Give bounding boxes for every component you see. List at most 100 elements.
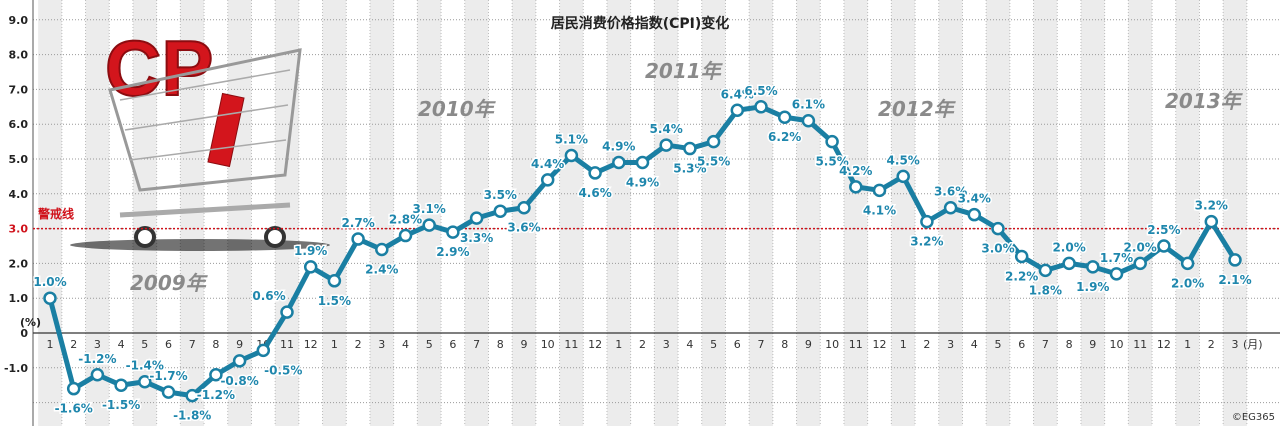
data-label: 3.5% xyxy=(484,188,517,202)
y-tick-label: 0 xyxy=(20,327,28,340)
y-tick-label: 7.0 xyxy=(9,83,29,96)
x-tick-label: 1 xyxy=(615,338,622,351)
data-point xyxy=(375,242,389,257)
data-point xyxy=(967,207,982,222)
data-label: 3.4% xyxy=(958,192,991,206)
data-point xyxy=(469,211,484,225)
x-tick-label: 3 xyxy=(94,338,101,351)
data-point xyxy=(43,291,57,305)
stripe xyxy=(1080,0,1105,426)
data-label: 1.9% xyxy=(1076,280,1109,294)
y-tick-label: 4.0 xyxy=(9,188,29,201)
data-label: 5.4% xyxy=(650,122,683,136)
stripe xyxy=(986,0,1010,426)
x-tick-label: 3 xyxy=(1232,338,1239,351)
x-tick-label: 7 xyxy=(473,338,480,351)
credit: ©EG365 xyxy=(1232,412,1275,423)
year-label: 2011年 xyxy=(645,59,724,83)
data-label: 4.4% xyxy=(531,157,564,171)
data-label: -1.2% xyxy=(197,388,235,402)
stripe xyxy=(843,0,868,426)
y-axis: 9.0 8.0 7.0 6.0 5.0 4.0 3.0 2.0 1.0 0 -1.0 xyxy=(4,14,28,375)
data-point xyxy=(114,378,128,392)
x-tick-label: 2 xyxy=(355,338,362,351)
stripe xyxy=(417,0,442,426)
data-label: 4.2% xyxy=(839,164,872,178)
data-label: 4.9% xyxy=(602,139,635,153)
x-tick-label: 4 xyxy=(118,338,125,351)
data-label: 1.0% xyxy=(33,275,66,289)
x-tick-label: 8 xyxy=(497,338,504,351)
data-point xyxy=(754,100,768,114)
data-point xyxy=(493,204,508,218)
x-tick-label: 2 xyxy=(923,338,930,351)
data-label: -0.8% xyxy=(220,374,258,388)
data-point xyxy=(446,225,460,239)
data-point xyxy=(422,218,436,232)
data-label: 4.6% xyxy=(578,186,611,200)
data-point xyxy=(872,183,887,198)
x-tick-label: 10 xyxy=(825,338,839,351)
x-tick-label: 1 xyxy=(331,338,338,351)
year-label: 2010年 xyxy=(418,97,497,121)
x-tick-label: 1 xyxy=(1184,338,1191,351)
data-label: 5.5% xyxy=(697,155,730,169)
data-label: 5.5% xyxy=(815,155,848,169)
stripe xyxy=(1128,0,1153,426)
x-tick-label: 11 xyxy=(1133,338,1147,351)
data-label: 3.0% xyxy=(981,242,1014,256)
x-tick-label: 2 xyxy=(70,338,77,351)
data-point xyxy=(232,354,247,368)
data-label: -1.2% xyxy=(78,352,116,366)
year-label: 2013年 xyxy=(1165,89,1244,113)
x-tick-label: 7 xyxy=(758,338,765,351)
stripe xyxy=(85,0,110,426)
data-label: 2.7% xyxy=(341,216,374,230)
data-point xyxy=(66,381,81,396)
data-point xyxy=(256,343,271,358)
stripe xyxy=(1175,0,1200,426)
data-label: 4.1% xyxy=(863,203,896,217)
data-point xyxy=(303,260,318,274)
data-label: 6.4% xyxy=(721,87,754,101)
data-label: -1.8% xyxy=(173,409,211,423)
x-tick-label: 10 xyxy=(541,338,555,351)
data-label: -1.4% xyxy=(126,359,164,373)
year-label: 2009年 xyxy=(130,271,209,295)
x-tick-label: 6 xyxy=(734,338,741,351)
data-label: -1.7% xyxy=(149,369,187,383)
data-label: 0.6% xyxy=(252,289,285,303)
stripe xyxy=(1033,0,1058,426)
data-point xyxy=(706,134,721,149)
x-tick-label: 3 xyxy=(947,338,954,351)
stripe xyxy=(1223,0,1247,426)
x-tick-label: 1 xyxy=(900,338,907,351)
y-tick-label: 1.0 xyxy=(9,292,29,305)
data-point xyxy=(801,113,816,128)
data-point xyxy=(825,134,839,149)
y-tick-label: 3.0 xyxy=(9,223,29,236)
chart-title: 居民消费价格指数(CPI)变化 xyxy=(551,15,730,32)
data-point xyxy=(1228,253,1242,267)
data-label: 1.9% xyxy=(294,244,327,258)
cpi-series: 1.0%-1.6%-1.2%-1.5%-1.4%-1.7%-1.8%-1.2%-… xyxy=(32,82,1253,424)
x-tick-label: 7 xyxy=(189,338,196,351)
x-tick-label: 9 xyxy=(1089,338,1096,351)
x-tick-label: 1 xyxy=(47,338,54,351)
data-point xyxy=(659,138,673,152)
x-tick-label: 11 xyxy=(564,338,578,351)
threshold-label: 警戒线 xyxy=(37,206,74,221)
data-point xyxy=(920,214,934,229)
x-tick-label: 5 xyxy=(710,338,717,351)
y-tick-label: 9.0 xyxy=(9,14,29,27)
x-tick-label: 3 xyxy=(378,338,385,351)
data-point xyxy=(635,155,650,170)
x-tick-label: 12 xyxy=(873,338,887,351)
x-tick-label: 4 xyxy=(971,338,978,351)
data-label: 5.1% xyxy=(555,133,588,147)
x-tick-label: 3 xyxy=(663,338,670,351)
data-label: 1.5% xyxy=(318,294,351,308)
data-label: 2.5% xyxy=(1147,223,1180,237)
data-label: 6.1% xyxy=(792,98,825,112)
